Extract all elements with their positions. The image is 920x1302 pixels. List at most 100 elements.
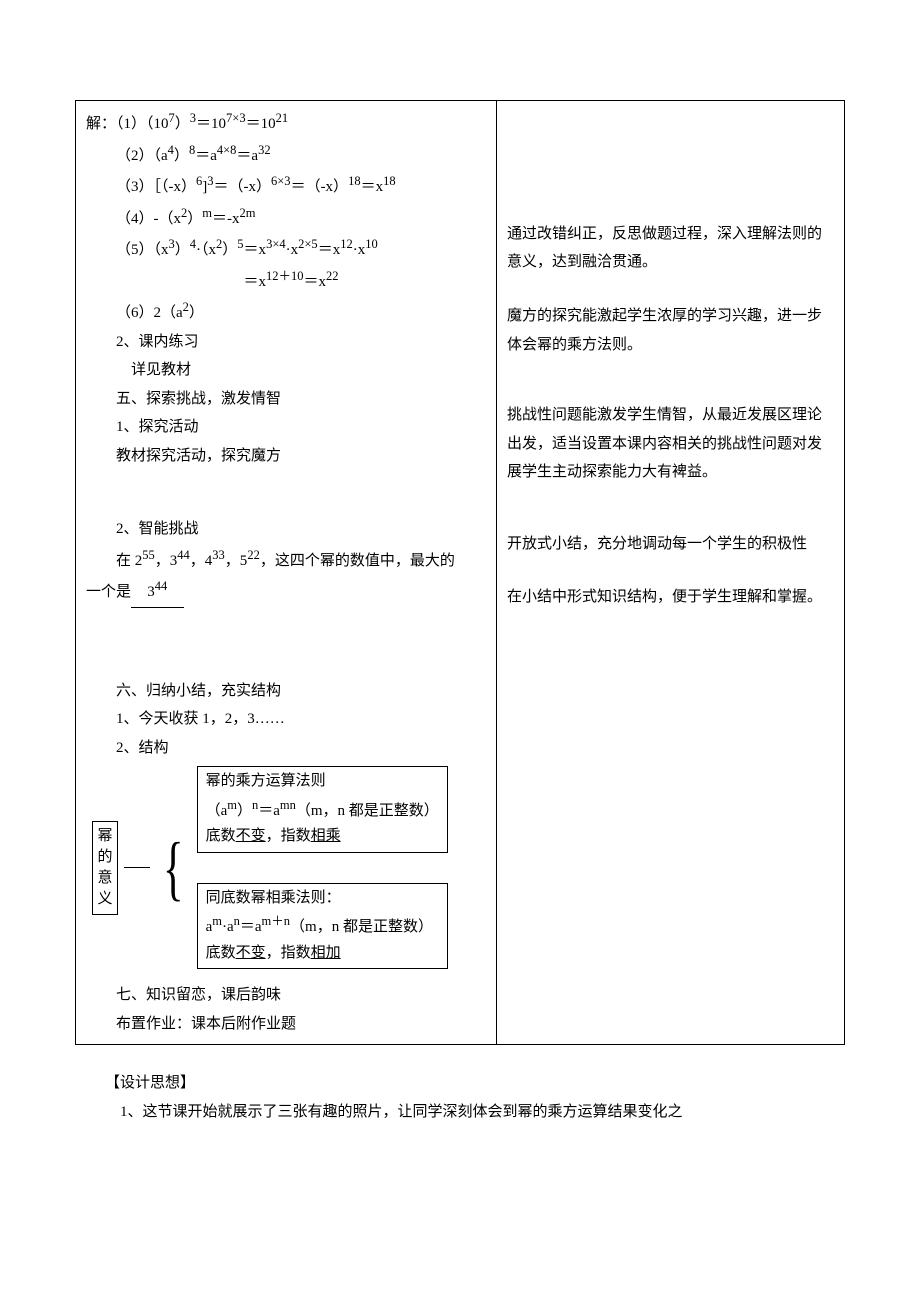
right-cell: 通过改错纠正，反思做题过程，深入理解法则的意义，达到融洽贯通。 魔方的探究能激起… xyxy=(496,101,844,1045)
text: （3）［（-x） xyxy=(116,179,196,195)
note-3: 挑战性问题能激发学生情智，从最近发展区理论出发，适当设置本课内容相关的挑战性问题… xyxy=(507,401,834,487)
text-underline: 相乘 xyxy=(311,828,341,844)
char: 的 xyxy=(97,847,112,868)
text: ，指数 xyxy=(266,828,311,844)
item-5-2: 2、智能挑战 xyxy=(86,515,486,544)
text-underline: 相加 xyxy=(311,945,341,961)
char: 意 xyxy=(97,868,112,889)
solution-line-4: （4）-（x2）m＝-x2m xyxy=(86,202,486,234)
text: ） xyxy=(187,211,202,227)
char: 义 xyxy=(97,889,112,910)
text-underline: 不变 xyxy=(236,828,266,844)
text: 底数 xyxy=(206,945,236,961)
solution-line-3: （3）［（-x）6]3＝（-x）6×3＝（-x）18＝x18 xyxy=(86,170,486,202)
text: ＝x xyxy=(244,274,267,290)
practice-2b: 详见教材 xyxy=(86,356,486,385)
text: 10 xyxy=(211,116,226,132)
heading-7: 七、知识留恋，课后韵味 xyxy=(86,981,486,1010)
vertical-box-power-meaning: 幂 的 意 义 xyxy=(92,821,118,915)
exp: 55 xyxy=(142,548,155,562)
text: ＝x xyxy=(304,274,327,290)
document-page: 解：（1）（107）3＝107×3＝1021 （2）（a4）8＝a4×8＝a32… xyxy=(0,0,920,1302)
item-5-2-line1: 在 255，344，433，522，这四个幂的数值中，最大的 xyxy=(86,544,486,576)
text: ，4 xyxy=(190,553,213,569)
practice-2: 2、课内练习 xyxy=(86,328,486,357)
text: ·（x xyxy=(196,242,216,258)
text: ·x xyxy=(286,242,299,258)
char: 幂 xyxy=(97,826,112,847)
rule1-line3: 底数不变，指数相乘 xyxy=(206,824,439,850)
left-cell: 解：（1）（107）3＝107×3＝1021 （2）（a4）8＝a4×8＝a32… xyxy=(76,101,497,1045)
rule-box-1: 幂的乘方运算法则 （am）n＝amn（m，n 都是正整数） 底数不变，指数相乘 xyxy=(197,766,448,853)
main-table: 解：（1）（107）3＝107×3＝1021 （2）（a4）8＝a4×8＝a32… xyxy=(75,100,845,1045)
text: （2）（a xyxy=(116,148,168,164)
note-2: 魔方的探究能激起学生浓厚的学习兴趣，进一步体会幂的乘方法则。 xyxy=(507,302,834,359)
exp: m xyxy=(202,206,212,220)
note-4: 开放式小结，充分地调动每一个学生的积极性 xyxy=(507,530,834,559)
exp: 6×3 xyxy=(271,174,291,188)
item-6-1: 1、今天收获 1，2，3…… xyxy=(86,705,486,734)
solution-line-6: （6）2（a2） xyxy=(86,296,486,328)
heading-6: 六、归纳小结，充实结构 xyxy=(86,677,486,706)
exp: 2m xyxy=(240,206,256,220)
item-7: 布置作业：课本后附作业题 xyxy=(86,1010,486,1039)
text: ＝（-x） xyxy=(291,179,349,195)
item-5-2-line2: 一个是 344 xyxy=(86,575,486,608)
exp: 21 xyxy=(276,111,289,125)
text: ＝（-x） xyxy=(214,179,272,195)
text-underline: 不变 xyxy=(236,945,266,961)
text: 底数 xyxy=(206,828,236,844)
blank-answer: 344 xyxy=(131,575,184,608)
text: （m，n 都是正整数） xyxy=(290,919,433,935)
text: ） xyxy=(222,242,237,258)
text: ，这四个幂的数值中，最大的 xyxy=(260,553,455,569)
exp: m＋n xyxy=(262,914,290,928)
text: ，3 xyxy=(155,553,178,569)
text: ） xyxy=(175,116,190,132)
solution-line-5b: ＝x12＋10＝x22 xyxy=(86,265,486,297)
exp: 12 xyxy=(340,237,353,251)
exp: 12＋10 xyxy=(266,269,304,283)
text: ＝-x xyxy=(212,211,240,227)
rule1-line2: （am）n＝amn（m，n 都是正整数） xyxy=(206,795,439,825)
rule1-line1: 幂的乘方运算法则 xyxy=(206,769,439,795)
exp: 7×3 xyxy=(226,111,246,125)
exp: 4×8 xyxy=(217,143,237,157)
text: ，5 xyxy=(225,553,248,569)
exp: mn xyxy=(280,798,296,812)
footer-section: 【设计思想】 1、这节课开始就展示了三张有趣的照片，让同学深刻体会到幂的乘方运算… xyxy=(75,1045,845,1126)
text: （a xyxy=(206,803,228,819)
text: ） xyxy=(189,305,204,321)
solution-line-5a: （5）（x3）4·（x2）5＝x3×4·x2×5＝x12·x10 xyxy=(86,233,486,265)
note-1: 通过改错纠正，反思做题过程，深入理解法则的意义，达到融洽贯通。 xyxy=(507,220,834,277)
text: ＝a xyxy=(195,148,217,164)
exp: 18 xyxy=(348,174,361,188)
brace-icon: { xyxy=(163,832,184,904)
text: 10 xyxy=(261,116,276,132)
exp: m xyxy=(227,798,237,812)
exp: 18 xyxy=(383,174,396,188)
text: （m，n 都是正整数） xyxy=(296,803,439,819)
footer-heading: 【设计思想】 xyxy=(75,1069,845,1098)
text: （6）2（a xyxy=(116,305,183,321)
text: （5）（x xyxy=(116,242,169,258)
exp: 2×5 xyxy=(298,237,318,251)
text: ＝ xyxy=(196,116,211,132)
item-5-1b: 教材探究活动，探究魔方 xyxy=(86,442,486,471)
text: ＝a xyxy=(240,919,262,935)
exp: 32 xyxy=(258,143,271,157)
structure-diagram: 幂 的 意 义 { 幂的乘方运算法则 （am）n＝amn（m，n 都是正整数） … xyxy=(86,762,486,981)
text: ＝a xyxy=(258,803,280,819)
text: ＝x xyxy=(244,242,267,258)
exp: 44 xyxy=(177,548,190,562)
exp: 22 xyxy=(247,548,260,562)
text: 解：（1）（10 xyxy=(86,116,169,132)
exp: 3×4 xyxy=(266,237,286,251)
text: （4）-（x xyxy=(116,211,181,227)
connector-line xyxy=(124,867,150,868)
note-5: 在小结中形式知识结构，便于学生理解和掌握。 xyxy=(507,583,834,612)
text: ） xyxy=(175,242,190,258)
exp: 10 xyxy=(365,237,378,251)
solution-line-1: 解：（1）（107）3＝107×3＝1021 xyxy=(86,107,486,139)
exp: 33 xyxy=(212,548,225,562)
